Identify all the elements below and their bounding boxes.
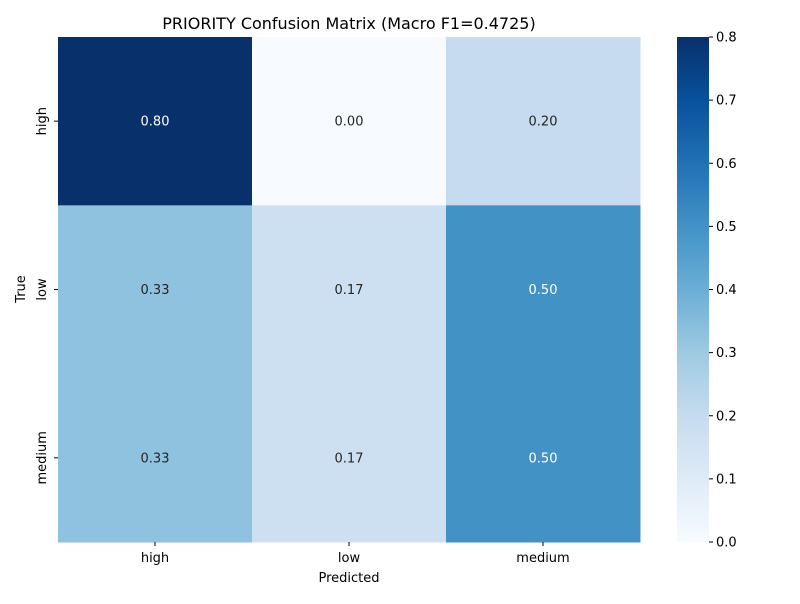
heatmap-cells [58,37,641,543]
colorbar-tick-label: 0.0 [716,536,737,551]
colorbar [677,37,709,542]
colorbar-tick-label: 0.2 [716,409,737,424]
y-tick-label: medium [35,431,50,484]
cell-value-label: 0.50 [529,451,558,466]
colorbar-ticks: 0.0 0.1 0.2 0.3 0.4 0.5 0.6 0.7 0.8 [709,31,737,551]
x-axis-label: Predicted [318,571,379,586]
chart-title: PRIORITY Confusion Matrix (Macro F1=0.47… [162,14,535,33]
heatmap-cell [446,37,641,206]
y-axis-ticks: high low medium [35,107,58,485]
heatmap-cell [58,205,253,375]
heatmap-annotations: 0.80 0.00 0.20 0.33 0.17 0.50 0.33 0.17 0.50 [141,115,558,467]
x-tick-label: low [338,551,361,566]
colorbar-tick-label: 0.5 [716,220,737,235]
colorbar-tick-label: 0.4 [716,283,737,298]
x-tick-label: high [141,551,169,566]
cell-value-label: 0.80 [141,115,170,130]
heatmap-cell [446,205,641,375]
colorbar-tick-label: 0.3 [716,346,737,361]
cell-value-label: 0.20 [529,115,558,130]
colorbar-tick-label: 0.1 [716,472,737,487]
heatmap-cell [252,37,447,206]
cell-value-label: 0.33 [141,451,170,466]
cell-value-label: 0.17 [335,283,364,298]
x-axis-ticks: high low medium [141,542,570,566]
y-tick-label: low [35,278,50,301]
colorbar-tick-label: 0.8 [716,31,737,46]
cell-value-label: 0.33 [141,283,170,298]
cell-value-label: 0.50 [529,283,558,298]
heatmap-cell [252,205,447,375]
y-axis-label: True [14,275,29,304]
heatmap-cell [58,373,253,543]
heatmap-cell [252,373,447,543]
x-tick-label: medium [516,551,569,566]
colorbar-tick-label: 0.6 [716,157,737,172]
cell-value-label: 0.00 [335,115,364,130]
cell-value-label: 0.17 [335,451,364,466]
colorbar-tick-label: 0.7 [716,94,737,109]
y-tick-label: high [35,107,50,135]
heatmap-cell [446,373,641,543]
heatmap-cell [58,37,253,206]
